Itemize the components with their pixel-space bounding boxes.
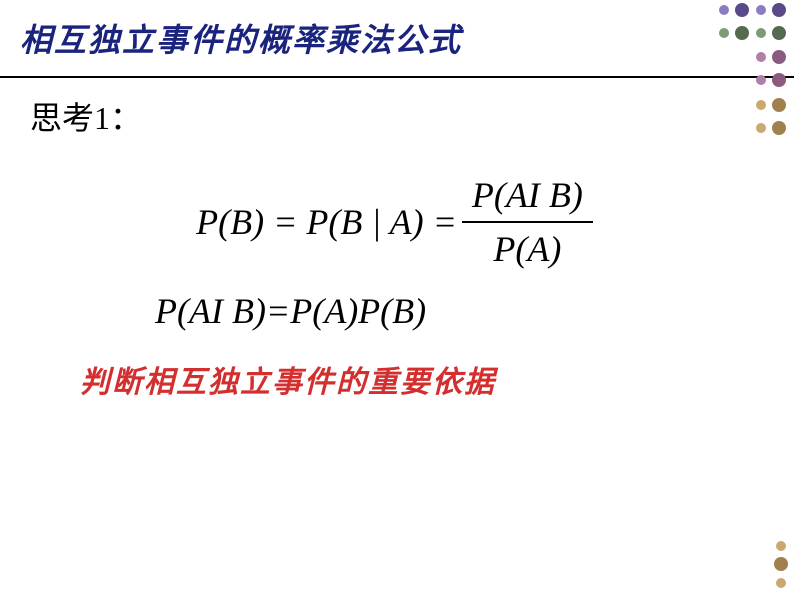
formula-1: P(B) = P(B | A) = P(AI B) P(A) bbox=[30, 169, 764, 275]
top-right-dots bbox=[694, 0, 794, 200]
formula1-numerator: P(AI B) bbox=[462, 169, 593, 223]
formula-2: P(AI B)=P(A)P(B) bbox=[155, 290, 764, 332]
content-section: 思考1： P(B) = P(B | A) = P(AI B) P(A) P(AI… bbox=[0, 78, 794, 416]
header-section: 相互独立事件的概率乘法公式 bbox=[0, 0, 794, 71]
conclusion-text: 判断相互独立事件的重要依据 bbox=[80, 357, 764, 401]
formula1-fraction: P(AI B) P(A) bbox=[462, 169, 593, 275]
bottom-right-dots bbox=[714, 516, 794, 596]
page-title: 相互独立事件的概率乘法公式 bbox=[20, 15, 774, 61]
formula1-denominator: P(A) bbox=[483, 223, 571, 275]
formula1-left: P(B) = P(B | A) = bbox=[196, 201, 457, 243]
thinking-label: 思考1： bbox=[30, 93, 764, 139]
